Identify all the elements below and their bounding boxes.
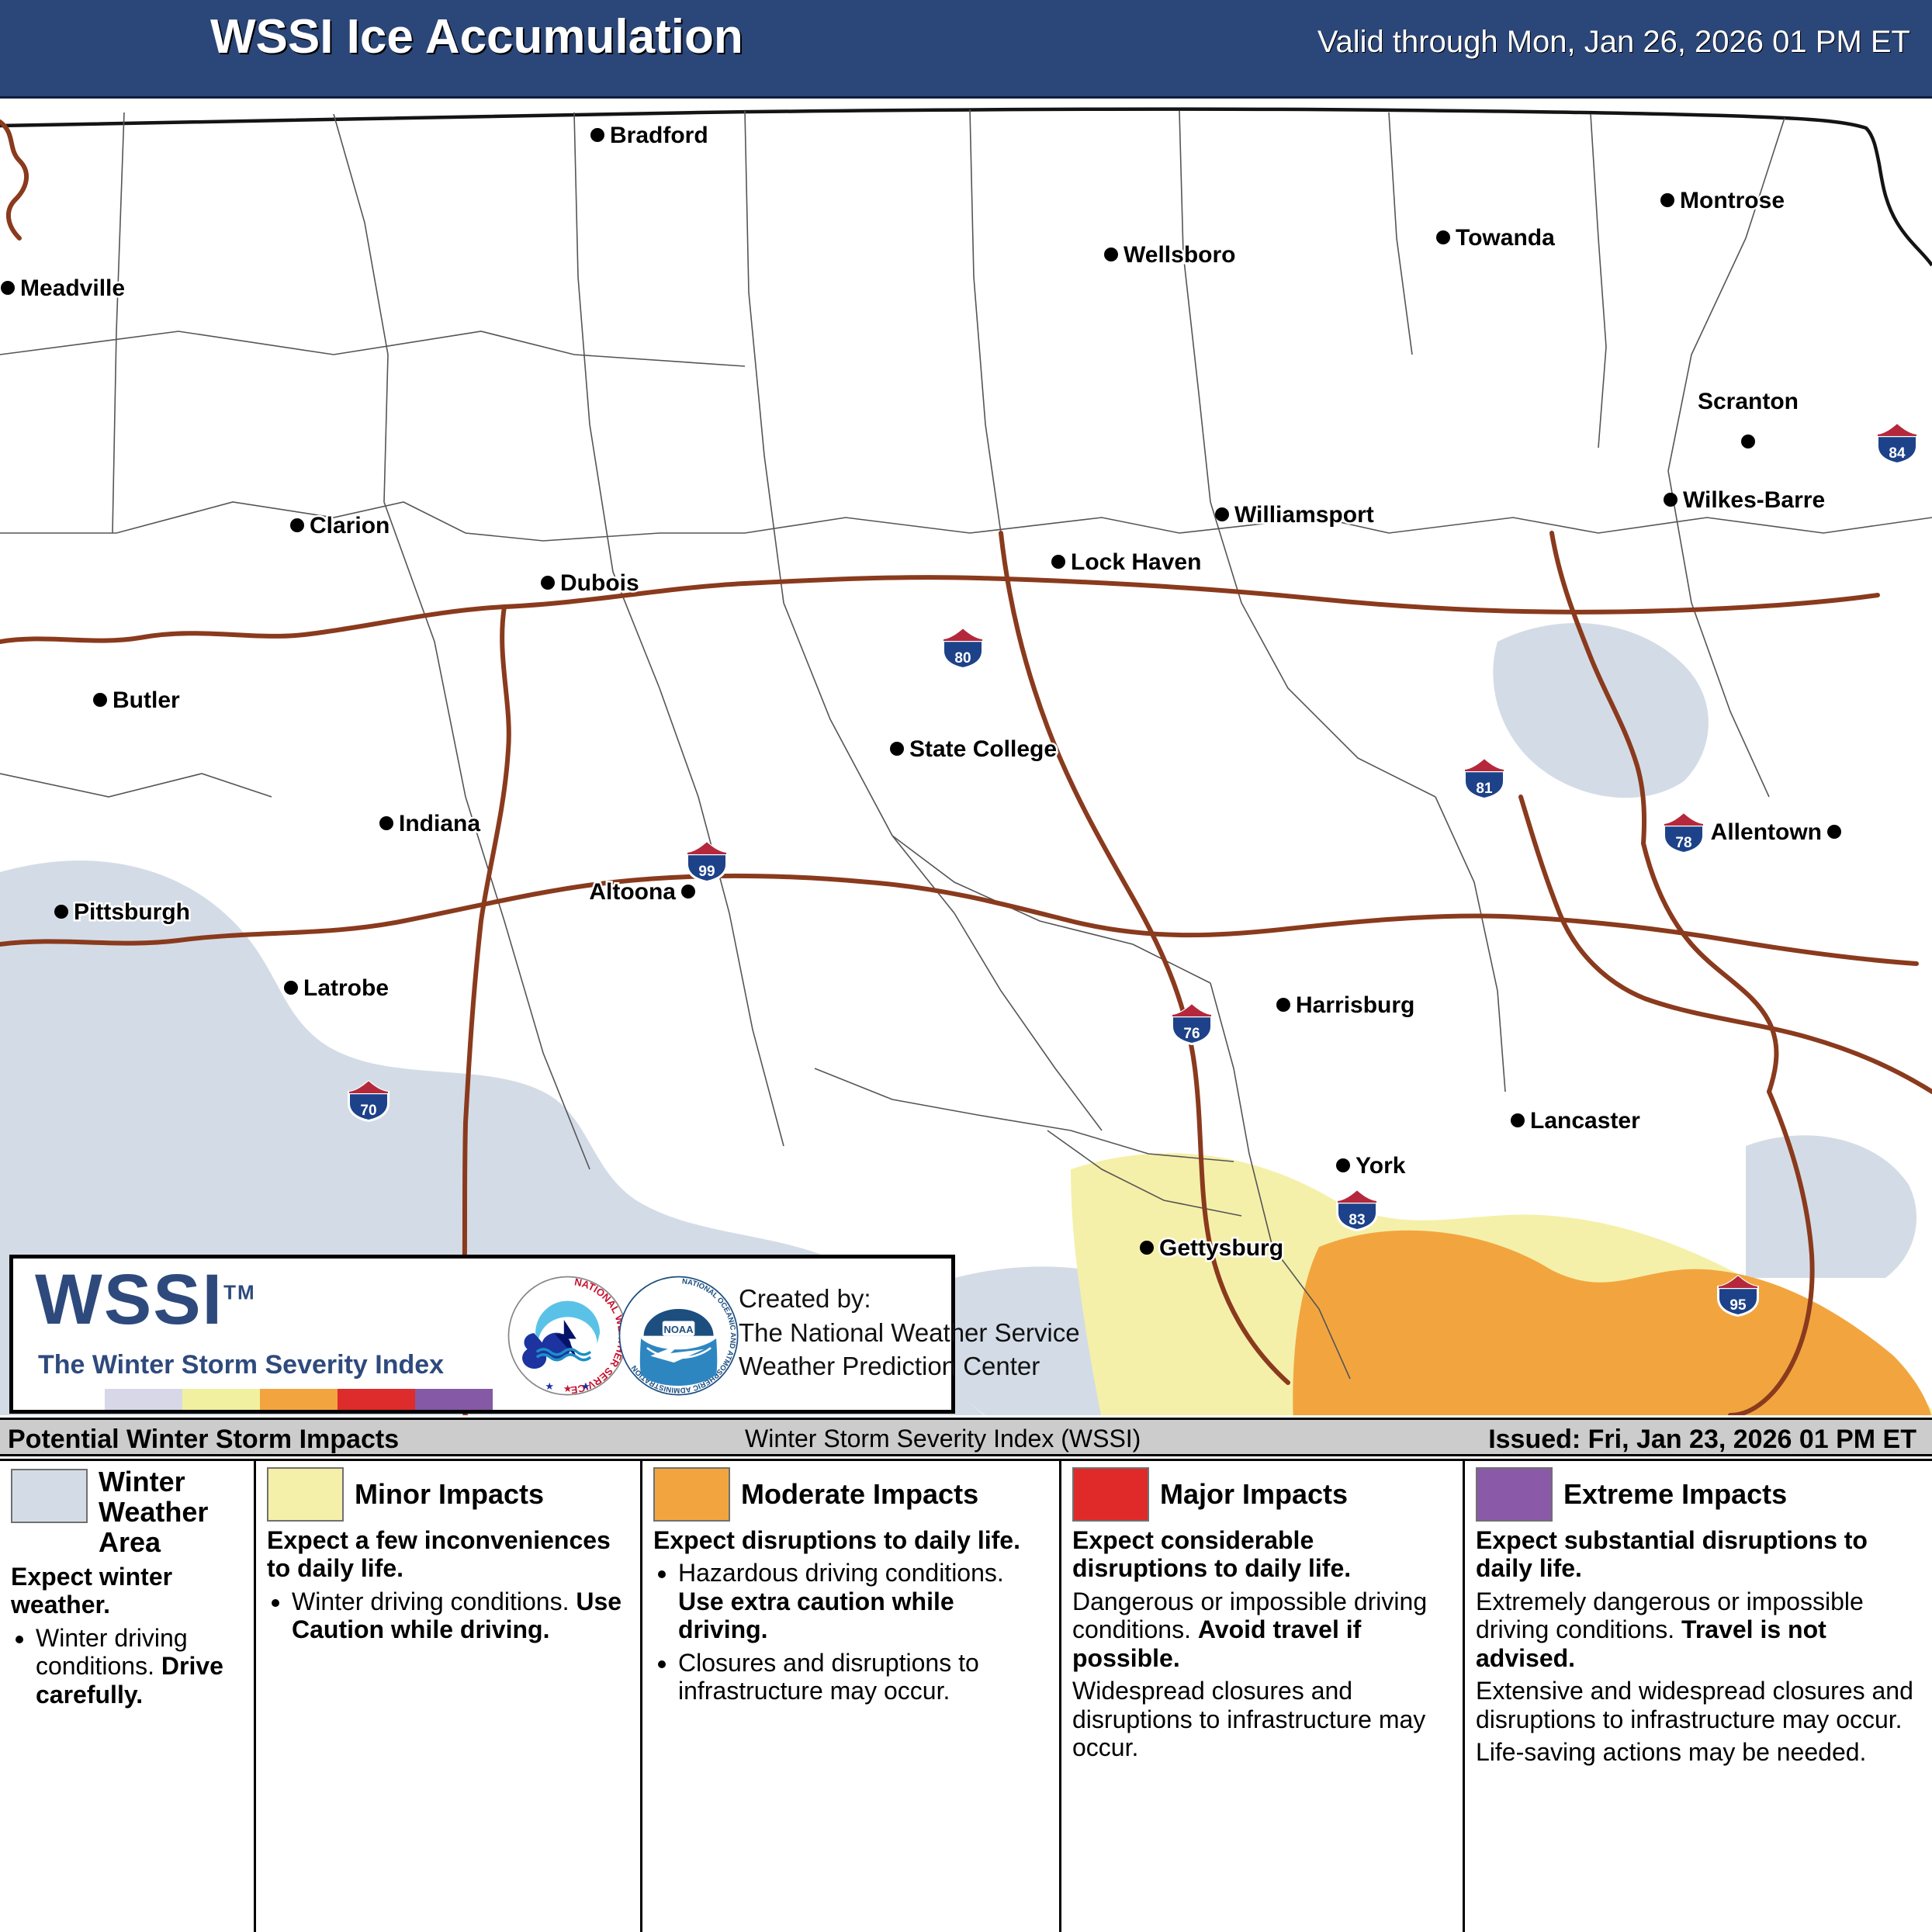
svg-text:Wellsboro: Wellsboro	[1124, 242, 1235, 268]
svg-text:Latrobe: Latrobe	[303, 975, 389, 1001]
svg-text:Lock Haven: Lock Haven	[1071, 549, 1201, 575]
svg-text:Scranton: Scranton	[1698, 389, 1799, 414]
svg-text:Dubois: Dubois	[560, 570, 639, 596]
svg-text:★: ★	[563, 1383, 573, 1394]
svg-text:Harrisburg: Harrisburg	[1296, 992, 1414, 1018]
svg-text:State College: State College	[909, 736, 1057, 762]
svg-text:84: 84	[1889, 445, 1906, 462]
svg-text:Williamsport: Williamsport	[1234, 502, 1374, 528]
svg-text:83: 83	[1349, 1212, 1365, 1228]
svg-text:Altoona: Altoona	[589, 879, 676, 905]
svg-text:York: York	[1356, 1153, 1406, 1179]
svg-text:Butler: Butler	[113, 687, 180, 713]
svg-text:Towanda: Towanda	[1456, 225, 1555, 251]
svg-text:Pittsburgh: Pittsburgh	[74, 899, 190, 925]
svg-text:Lancaster: Lancaster	[1530, 1108, 1640, 1134]
svg-text:76: 76	[1183, 1026, 1200, 1042]
svg-text:Gettysburg: Gettysburg	[1159, 1235, 1283, 1261]
svg-text:★: ★	[545, 1380, 554, 1392]
svg-text:Montrose: Montrose	[1680, 188, 1785, 213]
svg-text:Meadville: Meadville	[20, 275, 125, 301]
svg-text:Clarion: Clarion	[310, 513, 390, 538]
svg-text:Allentown: Allentown	[1711, 819, 1822, 845]
svg-text:NOAA: NOAA	[663, 1324, 694, 1335]
svg-text:78: 78	[1675, 835, 1691, 851]
svg-text:Wilkes-Barre: Wilkes-Barre	[1683, 487, 1825, 513]
svg-text:99: 99	[698, 864, 715, 880]
svg-text:81: 81	[1476, 781, 1493, 797]
svg-text:70: 70	[360, 1103, 376, 1119]
svg-text:★: ★	[581, 1380, 590, 1392]
svg-text:Indiana: Indiana	[399, 811, 480, 836]
svg-text:95: 95	[1729, 1297, 1747, 1314]
svg-text:Bradford: Bradford	[610, 123, 708, 148]
svg-text:80: 80	[954, 650, 971, 667]
